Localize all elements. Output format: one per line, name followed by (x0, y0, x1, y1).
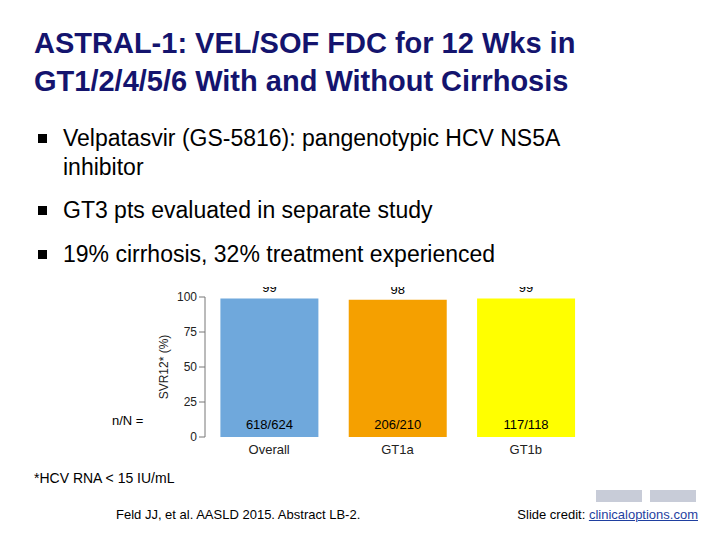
html-text:*HCV RNA < 15 IU/mL: *HCV RNA < 15 IU/mL (34, 470, 175, 486)
svg-text:75: 75 (184, 325, 198, 339)
svg-text:0: 0 (190, 430, 197, 444)
svg-text:100: 100 (177, 290, 197, 304)
svg-text:99: 99 (262, 287, 276, 295)
html-text:Velpatasvir (GS-5816): pangeno: Velpatasvir (GS-5816): pangenotypic HCV … (63, 125, 559, 180)
html-text:Slide credit: clinicaloptions.: Slide credit: clinicaloptions.com (517, 507, 698, 522)
html-text:19% cirrhosis, 32% treatment e: 19% cirrhosis, 32% treatment experienced (63, 241, 496, 267)
svg-text:98: 98 (390, 287, 404, 297)
html-text:ASTRAL-1: VEL/SOF FDC for 12 W: ASTRAL-1: VEL/SOF FDC for 12 Wks in (34, 27, 576, 59)
svg-text:GT1b: GT1b (510, 442, 543, 457)
html-text:GT1/2/4/5/6 With and Without C: GT1/2/4/5/6 With and Without Cirrhosis (34, 65, 569, 97)
svg-text:SVR12* (%): SVR12* (%) (157, 335, 171, 400)
svg-text:Overall: Overall (249, 442, 290, 457)
svg-text:50: 50 (184, 360, 198, 374)
svg-text:99: 99 (519, 287, 533, 295)
svg-text:618/624: 618/624 (246, 417, 293, 432)
html-text:GT3 pts evaluated in separate: GT3 pts evaluated in separate study (63, 197, 433, 223)
html-text:Feld JJ, et al. AASLD 2015. Ab: Feld JJ, et al. AASLD 2015. Abstract LB-… (116, 507, 361, 522)
svg-text:25: 25 (184, 395, 198, 409)
svg-text:117/118: 117/118 (504, 417, 549, 432)
svg-text:GT1a: GT1a (381, 442, 414, 457)
svg-text:206/210: 206/210 (374, 417, 421, 432)
html-text:n/N =: n/N = (112, 413, 144, 428)
